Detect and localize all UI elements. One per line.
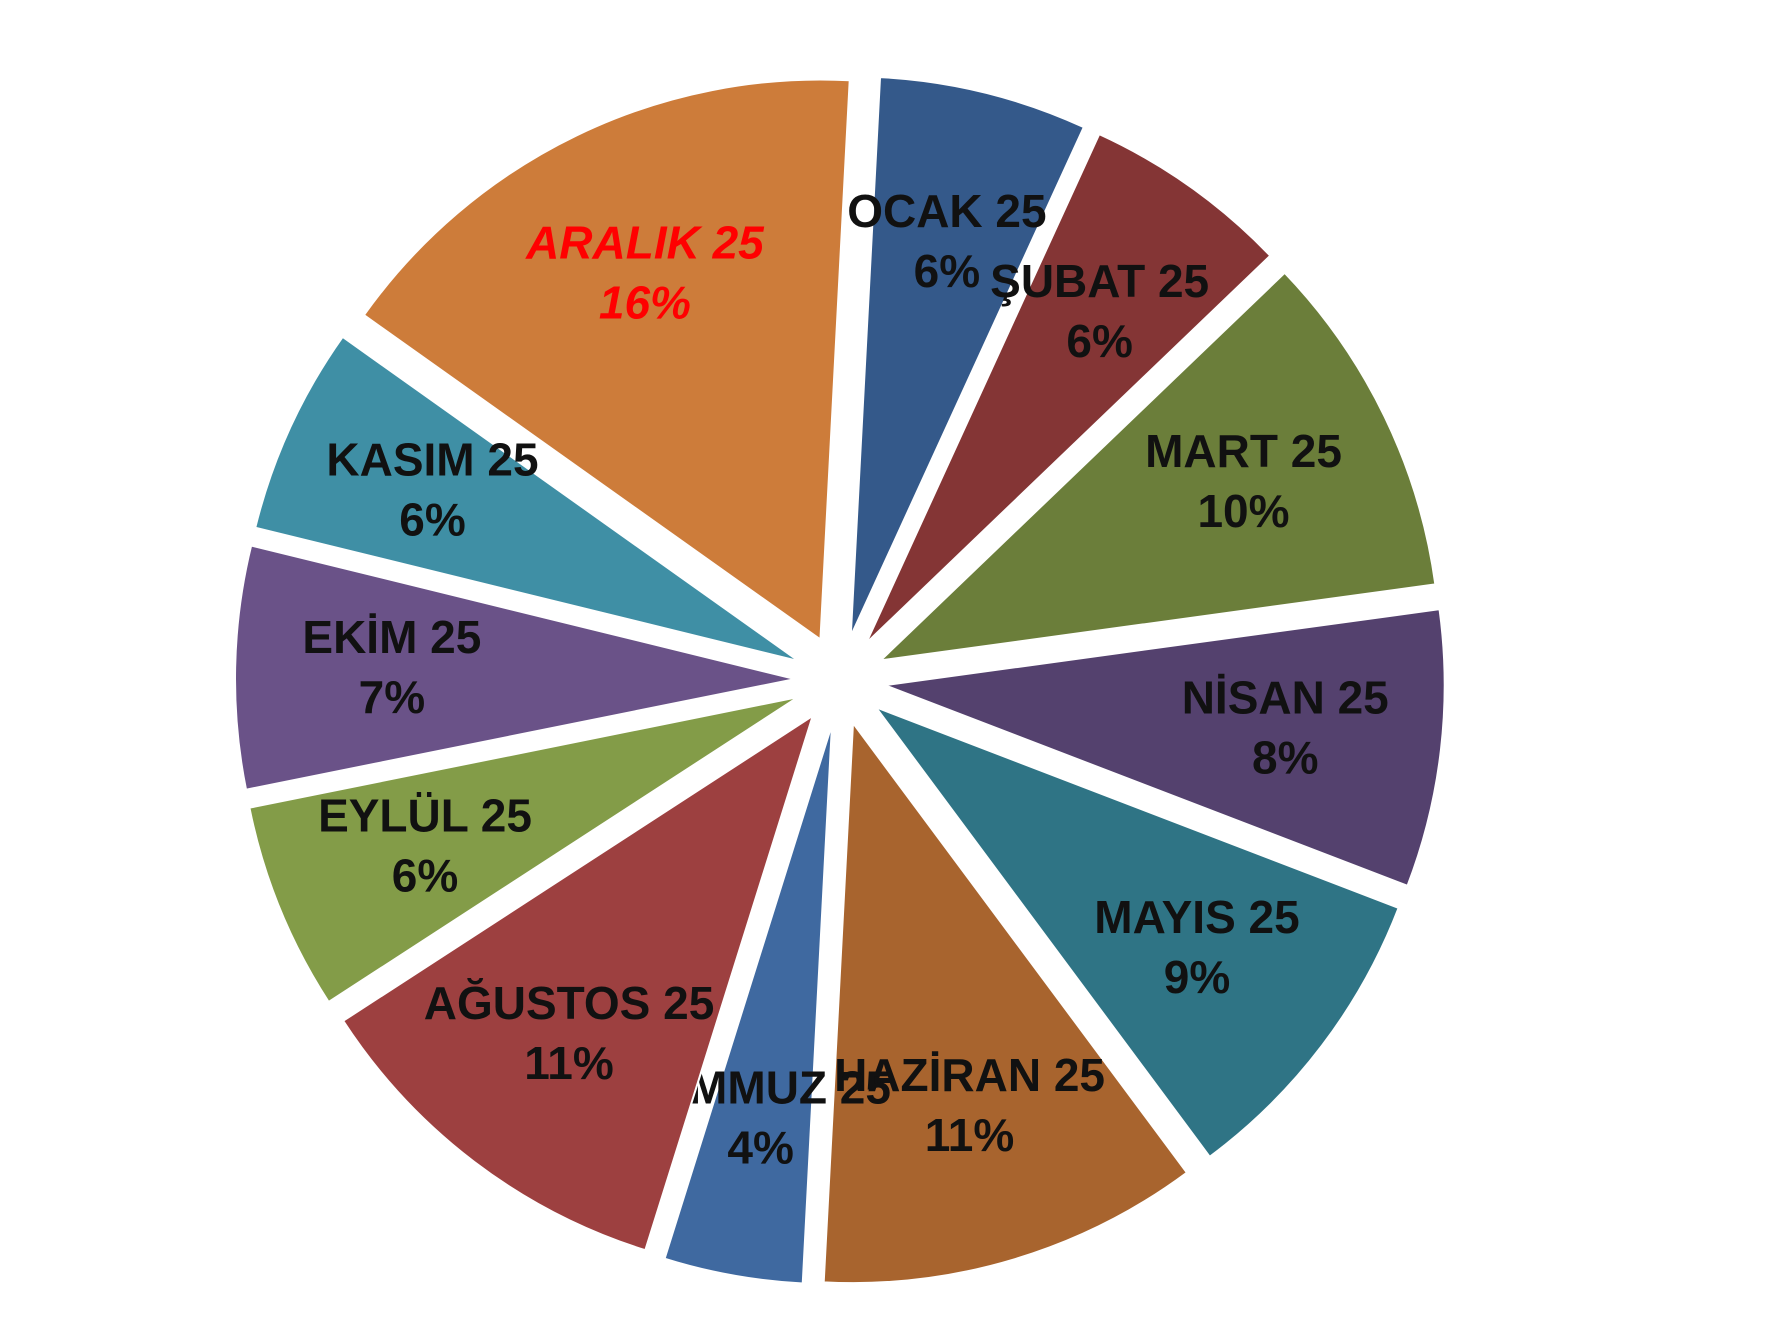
slice-value-label: 6% bbox=[399, 494, 465, 546]
slice-value-label: 11% bbox=[524, 1037, 614, 1089]
pie-slice bbox=[663, 723, 834, 1285]
pie-slice bbox=[865, 132, 1272, 645]
pie-slice bbox=[362, 78, 851, 642]
slice-category-label: OCAK 25 bbox=[847, 185, 1046, 237]
pie-slice bbox=[234, 544, 796, 791]
slice-value-label: 10% bbox=[1197, 485, 1289, 537]
slice-category-label: ARALIK 25 bbox=[525, 217, 765, 269]
slice-value-label: 7% bbox=[359, 671, 425, 723]
slice-value-label: 11% bbox=[925, 1109, 1015, 1161]
pie-slice bbox=[822, 720, 1189, 1284]
pie-slice bbox=[877, 271, 1437, 662]
slice-category-label: EYLÜL 25 bbox=[318, 790, 532, 842]
slice-value-label: 6% bbox=[914, 245, 980, 297]
slice-category-label: NİSAN 25 bbox=[1182, 672, 1389, 724]
slice-category-label: EKİM 25 bbox=[302, 611, 481, 663]
slice-category-label: KASIM 25 bbox=[326, 434, 538, 486]
slice-category-label: ŞUBAT 25 bbox=[990, 255, 1209, 307]
pie-slice bbox=[884, 608, 1446, 888]
pie-slice bbox=[341, 713, 815, 1252]
pie-slice bbox=[849, 76, 1086, 637]
slice-value-label: 6% bbox=[1066, 315, 1132, 367]
slice-category-label: MAYIS 25 bbox=[1094, 891, 1299, 943]
slice-category-label: AĞUSTOS 25 bbox=[424, 977, 715, 1029]
slice-value-label: 9% bbox=[1164, 951, 1230, 1003]
pie-slice bbox=[872, 705, 1400, 1159]
slice-value-label: 16% bbox=[599, 277, 691, 329]
slice-category-label: MART 25 bbox=[1145, 425, 1342, 477]
slice-value-label: 8% bbox=[1252, 732, 1318, 784]
slice-value-label: 4% bbox=[727, 1121, 793, 1173]
pie-slice bbox=[254, 335, 800, 663]
slice-category-label: HAZİRAN 25 bbox=[834, 1049, 1105, 1101]
slice-value-label: 6% bbox=[392, 850, 458, 902]
pie-slice bbox=[248, 696, 799, 1004]
